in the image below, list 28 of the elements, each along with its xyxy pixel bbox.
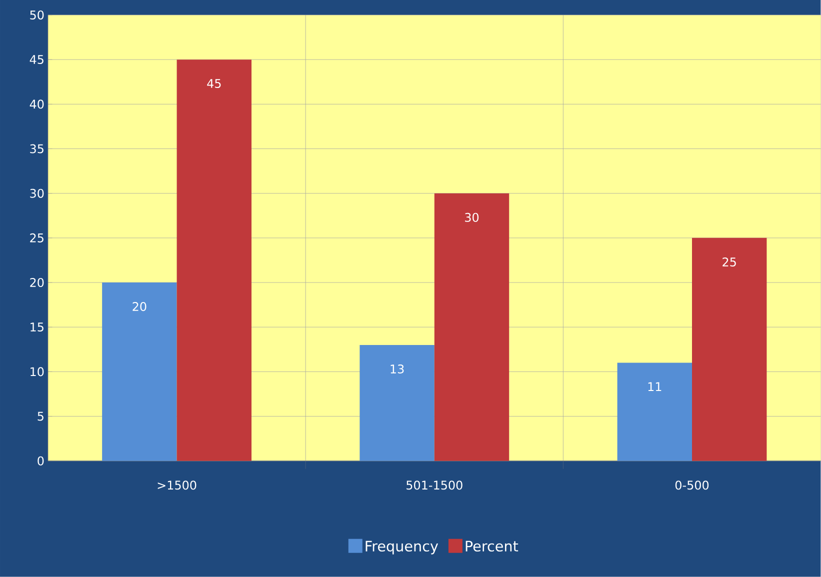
y-tick-label: 45 [30, 55, 44, 64]
y-tick-label: 30 [30, 188, 44, 198]
bar [692, 238, 767, 461]
bar [617, 362, 692, 461]
bar [434, 193, 510, 461]
bar [176, 60, 252, 461]
bar [102, 282, 177, 461]
y-tick-label: 50 [30, 10, 44, 20]
y-tick-label: 10 [30, 367, 44, 376]
data-label: 30 [465, 212, 479, 222]
y-tick-label: 40 [30, 100, 44, 109]
legend-label: Percent [466, 540, 518, 552]
data-label: 13 [390, 364, 404, 374]
data-label: 11 [648, 382, 662, 392]
legend-label: Frequency [366, 540, 438, 554]
data-label: 20 [132, 302, 146, 312]
x-tick-label: 501-1500 [406, 480, 462, 490]
bar [360, 345, 434, 461]
y-tick-label: 20 [30, 278, 44, 288]
x-tick-label: 0-500 [675, 480, 709, 490]
y-tick-label: 25 [30, 233, 44, 243]
y-tick-label: 15 [30, 322, 44, 332]
x-tick-label: >1500 [158, 480, 196, 490]
y-tick-label: 35 [30, 144, 44, 154]
y-tick-label: 5 [38, 412, 44, 421]
data-label: 25 [722, 258, 736, 267]
y-tick-label: 0 [38, 456, 44, 466]
data-label: 45 [207, 79, 221, 88]
